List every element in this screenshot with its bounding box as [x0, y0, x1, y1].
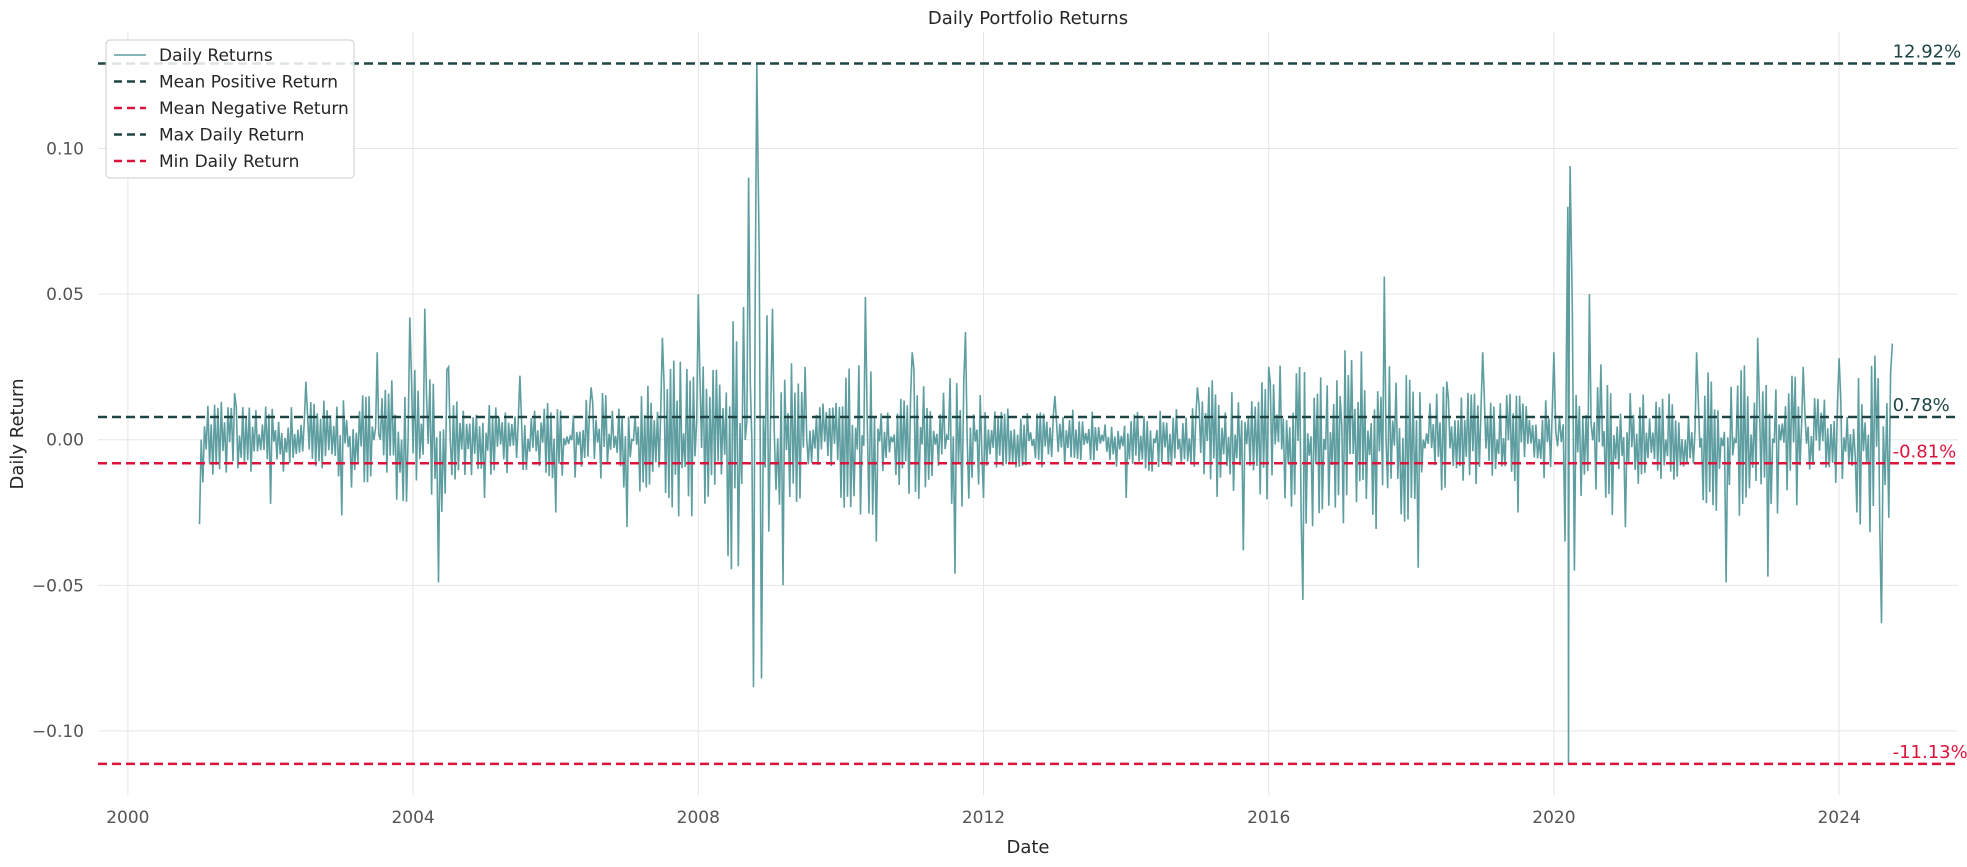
reference-lines: 0.78% -0.81% 12.92% -11.13% [98, 41, 1967, 766]
legend-box [105, 39, 355, 179]
x-tick-label: 2012 [962, 808, 1005, 828]
x-tick-label: 2008 [677, 808, 720, 828]
x-tick-label: 2020 [1532, 808, 1575, 828]
x-axis-title: Date [1006, 837, 1049, 858]
reference-line-label: 0.78% [1893, 395, 1950, 416]
legend-entry-label: Max Daily Return [159, 126, 304, 146]
legend: Daily Returns Mean Positive Return Mean Ne… [105, 39, 355, 179]
legend-entry-label: Mean Positive Return [159, 73, 338, 93]
x-tick-label: 2004 [391, 808, 434, 828]
daily-returns-series [198, 63, 1894, 764]
reference-line-label: 12.92% [1893, 41, 1962, 62]
reference-line-label: -11.13% [1893, 742, 1967, 763]
series-layer [198, 63, 1894, 764]
y-tick-label: 0.00 [46, 431, 84, 451]
x-tick-label: 2000 [106, 808, 149, 828]
legend-entry-label: Min Daily Return [159, 152, 299, 172]
y-tick-label: 0.10 [46, 139, 84, 159]
legend-entry-label: Mean Negative Return [159, 99, 349, 119]
y-axis-title: Daily Return [7, 379, 28, 490]
tick-labels: 2000 2004 2008 2012 2016 2020 2024 −0.10 −0.05 0.… [32, 139, 1861, 828]
x-tick-label: 2016 [1247, 808, 1290, 828]
x-tick-label: 2024 [1817, 808, 1860, 828]
y-tick-label: −0.05 [32, 576, 84, 596]
chart-title: Daily Portfolio Returns [928, 8, 1128, 29]
legend-entry-label: Daily Returns [159, 46, 273, 66]
reference-line-label: -0.81% [1893, 441, 1957, 462]
y-tick-label: −0.10 [32, 722, 84, 742]
y-tick-label: 0.05 [46, 285, 84, 305]
